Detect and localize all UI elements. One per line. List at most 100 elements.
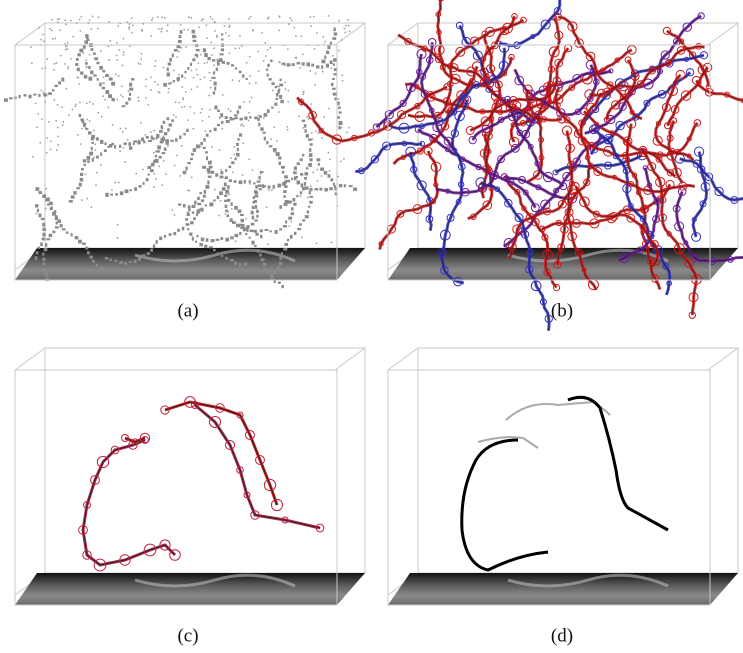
point [162,136,166,141]
point [234,233,239,238]
point [223,182,227,187]
point [283,195,286,198]
point [227,108,230,111]
radius-marker [651,257,661,266]
radius-marker [400,154,406,160]
box-edge [14,347,46,371]
point [158,165,160,168]
point [316,168,319,171]
point [337,98,340,100]
radius-marker [480,116,491,127]
radius-marker [692,159,701,168]
point [77,77,80,79]
point [79,48,84,53]
point [172,114,175,116]
point [185,91,187,93]
point [251,169,254,171]
point [228,165,232,169]
point [41,118,43,120]
point [123,142,127,145]
point [295,175,298,178]
point [295,56,298,59]
point [327,45,329,47]
point [145,97,147,99]
radius-marker [563,116,571,124]
radius-marker [525,213,536,224]
point [248,55,251,58]
point [176,44,181,49]
radius-marker [662,26,672,36]
radius-marker [553,7,562,16]
point [196,209,201,214]
point [84,127,88,130]
point [282,182,286,186]
radius-marker [538,154,545,161]
point [341,74,344,76]
point [172,80,176,83]
point [277,281,281,284]
radius-marker [685,68,695,77]
radius-marker [497,155,505,164]
point [104,142,107,146]
point [231,161,235,165]
point [263,136,266,141]
centerline [509,188,573,259]
point [219,53,221,55]
radius-marker [370,155,380,164]
point [266,73,269,77]
point [234,116,238,120]
point [204,53,208,58]
centerline [504,176,573,199]
radius-marker [614,78,626,89]
point [225,119,230,124]
centerline [510,49,633,143]
point [262,262,267,267]
point [233,180,237,183]
point [255,232,259,236]
point [161,27,163,30]
point [87,22,90,24]
point [177,203,182,206]
point [314,72,317,75]
radius-marker [618,102,627,111]
point [192,34,196,39]
point [213,47,215,50]
radius-marker [726,256,734,263]
point [150,248,154,252]
point [214,188,216,191]
point [203,76,206,79]
radius-marker [639,205,649,214]
radius-marker [538,225,546,233]
point [219,191,223,196]
point [52,230,56,234]
point [54,84,58,87]
radius-marker [554,30,564,40]
point [312,171,314,174]
radius-marker [386,224,396,234]
point [248,111,250,114]
point [346,131,348,134]
point [137,62,140,65]
point [276,95,279,97]
point [293,26,296,29]
point [218,117,221,120]
centerline [379,150,439,250]
point [338,111,342,114]
point [303,182,307,186]
point [57,126,59,129]
point [338,19,340,22]
point [308,138,312,141]
point [150,76,152,79]
radius-marker [676,46,686,55]
point [196,144,200,149]
centerline [580,54,705,129]
point [300,173,304,176]
radius-marker [574,38,584,48]
point [228,26,230,28]
point [187,66,190,70]
radius-marker [419,73,427,80]
point [186,211,189,215]
radius-marker [482,164,492,174]
point [119,127,122,130]
radius-marker [431,137,437,144]
